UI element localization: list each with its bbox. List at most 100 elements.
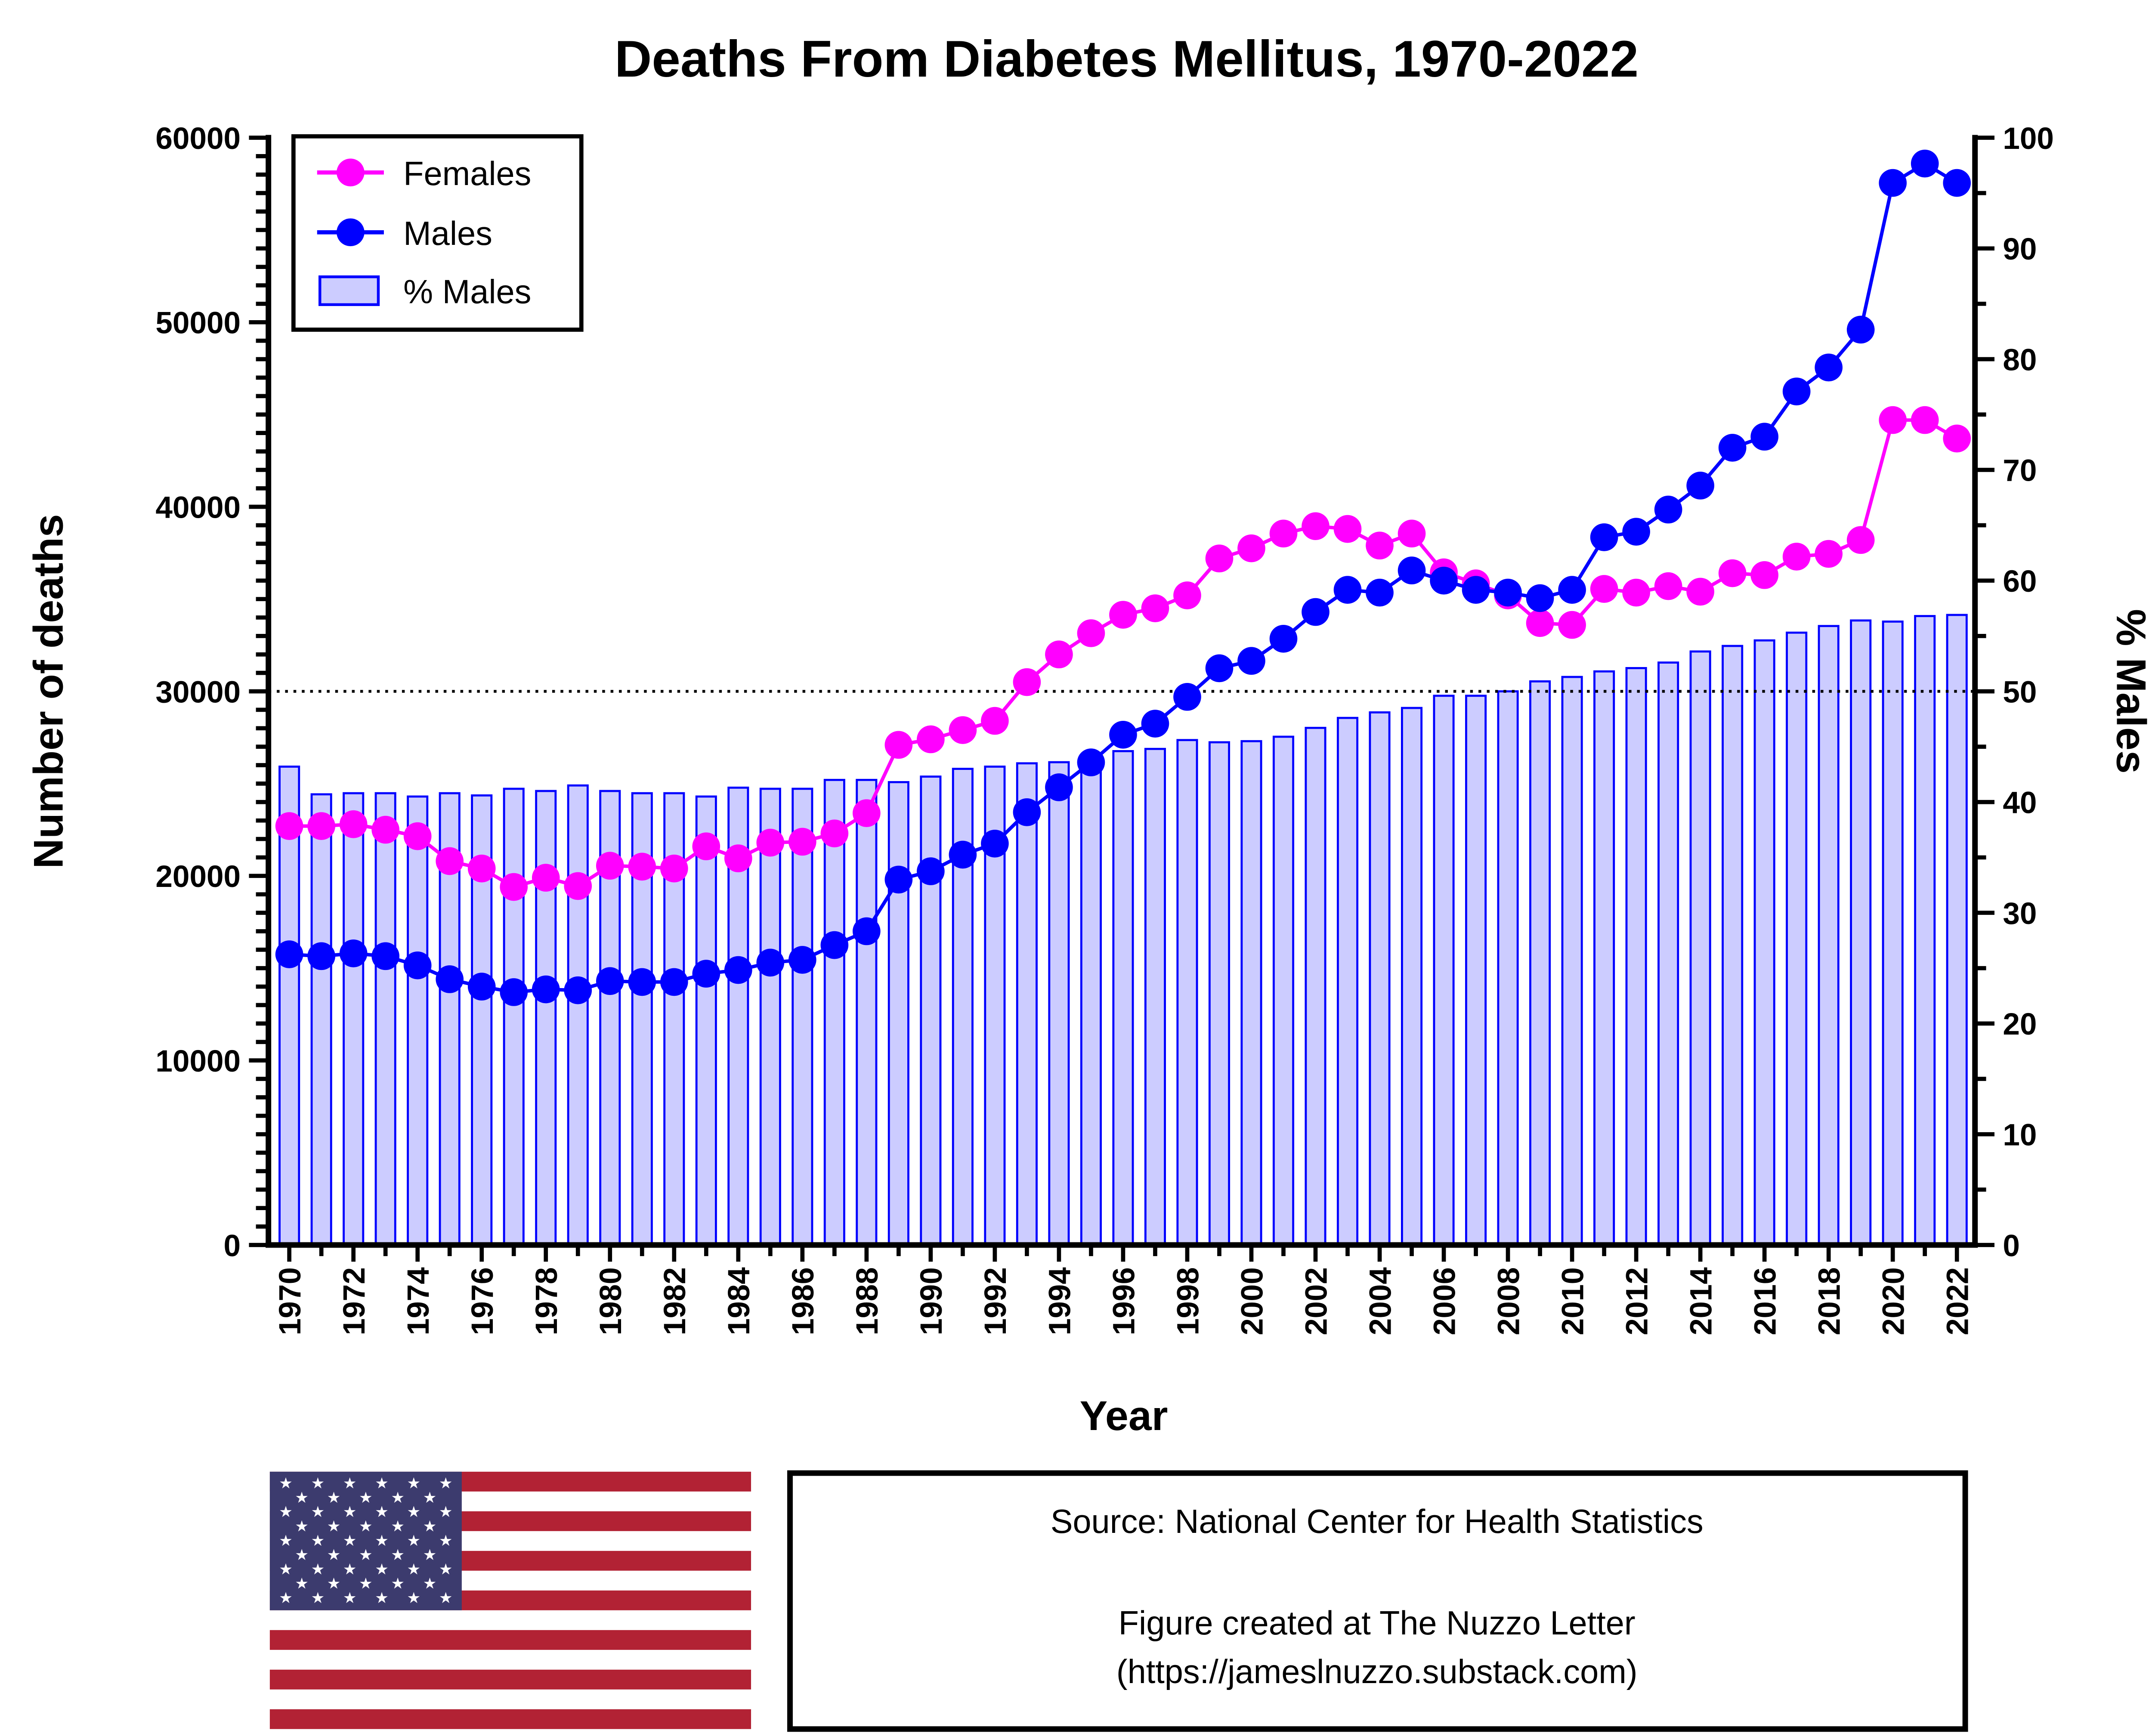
point-females-1976: [467, 854, 496, 883]
x-tick-label: 2000: [1235, 1267, 1269, 1335]
flag-star-icon: ★: [311, 1532, 325, 1549]
point-females-2000: [1237, 534, 1265, 562]
point-males-1977: [500, 978, 528, 1006]
point-males-2002: [1302, 598, 1330, 626]
y-tick-label: 30000: [155, 675, 241, 709]
y-tick-label: 50000: [155, 306, 241, 340]
flag-star-icon: ★: [407, 1589, 421, 1606]
flag-star-icon: ★: [279, 1503, 293, 1520]
bar-pct-males-2006: [1433, 695, 1455, 1246]
point-females-2014: [1686, 578, 1714, 606]
legend-label-pct-males: % Males: [403, 274, 531, 311]
y-tick-label: 40000: [155, 491, 241, 525]
point-males-2011: [1590, 523, 1618, 551]
bar-pct-males-2008: [1497, 690, 1519, 1246]
bar-pct-males-1983: [695, 795, 717, 1246]
flag-star-icon: ★: [295, 1518, 309, 1535]
bar-pct-males-2007: [1465, 695, 1487, 1246]
x-tick-label: 1992: [979, 1267, 1013, 1335]
flag-star-icon: ★: [391, 1575, 405, 1592]
point-males-1996: [1109, 720, 1137, 749]
point-males-2018: [1815, 353, 1843, 382]
point-females-1983: [692, 832, 720, 861]
point-females-2003: [1333, 515, 1362, 543]
bar-pct-males-2010: [1561, 676, 1583, 1246]
x-tick-label: 2012: [1620, 1267, 1654, 1335]
flag-star-icon: ★: [359, 1546, 373, 1563]
legend: Females Males % Males: [291, 134, 584, 332]
point-males-2006: [1430, 566, 1458, 595]
point-males-2008: [1494, 578, 1522, 607]
bar-pct-males-1979: [567, 784, 589, 1246]
flag-star-icon: ★: [423, 1575, 437, 1592]
flag-star-icon: ★: [343, 1560, 357, 1578]
x-tick-label: 1998: [1171, 1267, 1205, 1335]
source-text: Source: National Center for Health Stati…: [1051, 1503, 1704, 1540]
point-males-1976: [467, 973, 496, 1001]
flag-star-icon: ★: [327, 1546, 341, 1563]
point-females-1989: [884, 731, 913, 759]
point-males-1998: [1173, 683, 1201, 711]
x-tick-label: 2020: [1877, 1267, 1911, 1335]
flag-star-icon: ★: [359, 1518, 373, 1535]
point-males-1982: [660, 968, 688, 996]
y-tick-label: 60000: [155, 122, 241, 156]
y2-tick-label: 0: [2003, 1229, 2020, 1263]
credit-url-text: (https://jameslnuzzo.substack.com): [1116, 1653, 1638, 1690]
y2-tick-label: 80: [2003, 343, 2037, 377]
bar-pct-males-2002: [1305, 726, 1326, 1246]
flag-star-icon: ★: [423, 1518, 437, 1535]
flag-star-icon: ★: [343, 1589, 357, 1606]
point-males-1981: [628, 968, 656, 996]
legend-marker-females: [337, 158, 365, 187]
flag-star-icon: ★: [295, 1489, 309, 1506]
point-females-2017: [1782, 543, 1811, 571]
bar-pct-males-1999: [1208, 741, 1231, 1246]
bar-pct-males-1986: [792, 788, 813, 1246]
point-males-2021: [1911, 149, 1939, 178]
bar-pct-males-2005: [1401, 707, 1423, 1246]
x-axis-label: Year: [1080, 1392, 1168, 1439]
point-females-2004: [1366, 531, 1394, 560]
point-females-1992: [981, 707, 1009, 735]
y2-tick-label: 30: [2003, 897, 2037, 931]
point-females-1982: [660, 854, 688, 883]
bar-pct-males-1990: [920, 775, 942, 1246]
legend-label-females: Females: [403, 155, 531, 192]
bar-pct-males-2003: [1336, 717, 1359, 1246]
flag-stripe: [269, 1669, 751, 1690]
bar-pct-males-1977: [503, 788, 525, 1246]
point-males-2013: [1654, 495, 1682, 524]
point-males-1999: [1205, 654, 1234, 683]
flag-star-icon: ★: [439, 1503, 453, 1520]
point-females-1971: [307, 812, 335, 840]
x-tick-label: 2018: [1813, 1267, 1847, 1335]
point-females-2010: [1558, 611, 1586, 639]
point-females-1990: [917, 725, 945, 754]
point-females-2009: [1526, 609, 1554, 637]
point-females-1988: [853, 799, 881, 827]
y-axis-label: Number of deaths: [25, 514, 71, 868]
x-tick-label: 1990: [915, 1267, 949, 1335]
point-females-1978: [532, 864, 560, 892]
point-females-2018: [1815, 540, 1843, 568]
x-tick-label: 1978: [530, 1267, 564, 1335]
point-males-1993: [1013, 798, 1041, 826]
x-tick-label: 1972: [337, 1267, 371, 1335]
point-males-1983: [692, 960, 720, 988]
flag-star-icon: ★: [279, 1589, 293, 1606]
point-females-1985: [756, 828, 785, 857]
flag-star-icon: ★: [359, 1575, 373, 1592]
legend-marker-males: [337, 218, 365, 247]
bar-pct-males-2016: [1753, 639, 1775, 1246]
point-males-2017: [1782, 377, 1811, 405]
y2-axis-label: % Males: [2108, 609, 2152, 774]
point-females-2012: [1622, 578, 1650, 607]
point-females-2001: [1269, 519, 1298, 548]
point-males-1985: [756, 948, 785, 977]
flag-star-icon: ★: [391, 1518, 405, 1535]
bar-pct-males-1991: [952, 768, 974, 1246]
axes-group: 0 10000 20000 30000 40000 50000 60000 0 10 20 30 40…: [155, 122, 2054, 1335]
flag-star-icon: ★: [407, 1475, 421, 1492]
y2-tick-label: 90: [2003, 232, 2037, 266]
